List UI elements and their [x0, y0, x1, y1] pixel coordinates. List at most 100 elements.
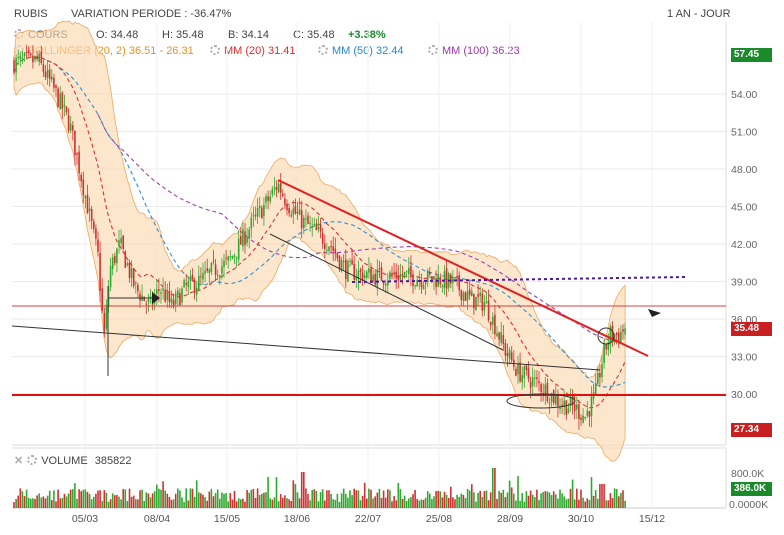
volume-bar — [349, 490, 351, 508]
volume-bar — [431, 499, 433, 508]
volume-bar — [588, 500, 591, 508]
candle-body — [202, 272, 204, 280]
candle-body — [42, 64, 45, 73]
candle-body — [464, 292, 467, 301]
volume-bar — [36, 495, 38, 508]
candle-body — [340, 260, 343, 272]
volume-bar — [256, 488, 259, 508]
volume-bar — [126, 501, 129, 508]
y-tick-label: 48.00 — [731, 164, 757, 176]
candle-body — [355, 277, 358, 281]
volume-bar — [114, 495, 116, 508]
candle-body — [443, 271, 446, 288]
candle-body — [305, 218, 307, 220]
gear-icon[interactable] — [210, 45, 220, 55]
candle-body — [330, 245, 332, 248]
volume-bar — [548, 492, 551, 508]
mm100-legend[interactable]: MM (100) 36.23 — [428, 45, 520, 57]
volume-bar — [237, 498, 240, 508]
volume-bar — [17, 495, 19, 508]
candle-body — [223, 260, 225, 268]
volume-bar — [342, 488, 345, 508]
volume-value: 385822 — [94, 455, 132, 467]
candle-body — [132, 268, 135, 287]
volume-bar — [586, 498, 589, 508]
mm100-value: 36.23 — [492, 45, 520, 57]
gear-icon[interactable] — [428, 45, 438, 55]
candle-body — [80, 174, 82, 182]
candle-body — [439, 277, 442, 285]
candle-body — [605, 344, 607, 350]
volume-bar — [93, 496, 95, 508]
volume-bar — [269, 498, 271, 508]
candle-body — [183, 280, 185, 287]
candle-body — [368, 268, 370, 273]
volume-bar — [599, 484, 601, 508]
candle-body — [170, 298, 173, 304]
x-tick-label: 18/06 — [284, 513, 310, 525]
candle-body — [99, 252, 101, 291]
arrow-head-icon — [648, 309, 661, 317]
volume-bar — [208, 491, 211, 508]
candle-body — [59, 93, 61, 109]
volume-bar — [576, 488, 578, 508]
gear-icon[interactable] — [318, 45, 328, 55]
volume-bar — [303, 472, 305, 508]
volume-bar — [573, 499, 576, 508]
candle-body — [86, 194, 89, 214]
mm20-legend[interactable]: MM (20) 31.41 — [210, 45, 296, 57]
volume-bar — [223, 493, 225, 508]
candle-body — [588, 411, 591, 417]
candle-body — [399, 273, 402, 280]
candle-body — [116, 248, 118, 264]
volume-bar — [594, 490, 597, 508]
candle-body — [622, 329, 624, 332]
candle-body — [414, 285, 416, 287]
y-tick-label: 33.00 — [731, 352, 757, 364]
candle-body — [219, 275, 221, 278]
candle-body — [286, 203, 288, 211]
volume-bar — [328, 490, 330, 508]
volume-bar — [172, 499, 175, 508]
candle-body — [82, 179, 85, 196]
candle-body — [620, 331, 622, 342]
volume-bar — [204, 497, 206, 508]
candle-body — [237, 238, 240, 260]
candle-body — [30, 54, 32, 56]
candle-body — [618, 332, 620, 342]
period-selector[interactable]: 1 AN - JOUR — [667, 8, 731, 20]
volume-legend[interactable]: ✕ VOLUME 385822 — [14, 454, 131, 467]
volume-bar — [569, 488, 572, 508]
candle-body — [576, 404, 578, 410]
volume-bar — [219, 498, 221, 508]
candle-body — [279, 182, 282, 193]
volume-label: VOLUME — [41, 455, 88, 467]
y-tick-label: 42.00 — [731, 239, 757, 251]
volume-bar — [456, 494, 458, 508]
mm50-legend[interactable]: MM (50) 32.44 — [318, 45, 404, 57]
candle-body — [468, 289, 471, 296]
candle-body — [208, 269, 211, 274]
candle-body — [613, 334, 616, 341]
volume-bar — [557, 498, 559, 508]
volume-bar — [135, 499, 137, 508]
candle-body — [88, 208, 91, 212]
gear-icon[interactable] — [27, 455, 38, 465]
candle-body — [227, 256, 229, 261]
volume-bar — [187, 500, 190, 508]
volume-bar — [179, 490, 181, 508]
volume-bar — [489, 492, 492, 508]
volume-bar — [137, 499, 139, 508]
volume-bar — [32, 498, 34, 508]
close-icon[interactable]: ✕ — [14, 455, 24, 467]
candle-body — [172, 300, 175, 307]
candle-body — [55, 85, 57, 88]
volume-bar — [307, 494, 309, 508]
candle-body — [214, 264, 217, 275]
volume-bar — [416, 498, 418, 508]
candle-body — [603, 343, 605, 363]
candle-body — [624, 328, 626, 335]
candle-body — [292, 208, 295, 216]
volume-bar — [296, 492, 299, 508]
